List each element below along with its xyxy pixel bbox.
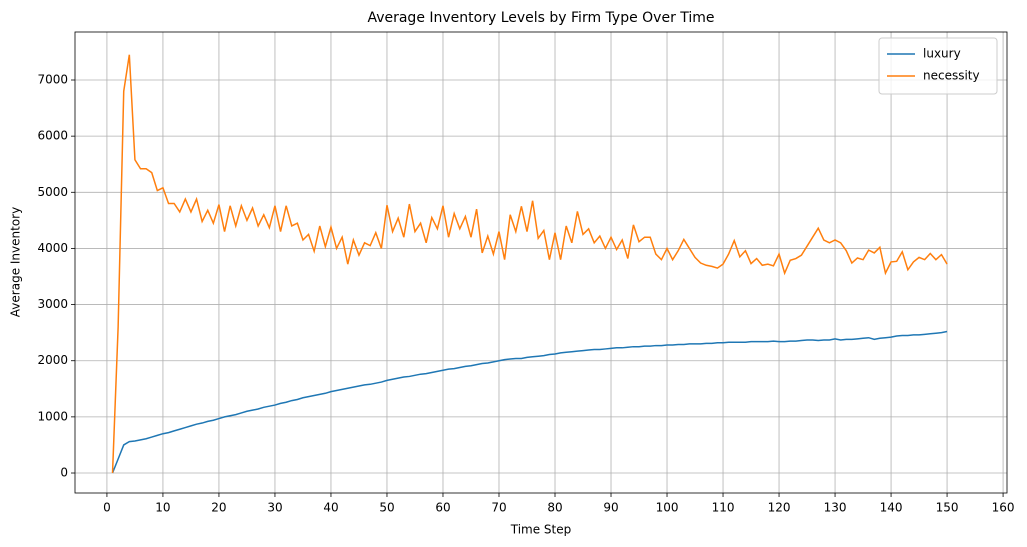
x-tick-label: 140 [880, 501, 903, 515]
y-tick-label: 5000 [37, 185, 68, 199]
y-axis-label: Average Inventory [9, 207, 23, 317]
legend-label: necessity [923, 69, 980, 83]
x-tick-label: 90 [603, 501, 618, 515]
y-tick-label: 7000 [37, 73, 68, 87]
x-tick-label: 110 [712, 501, 735, 515]
x-tick-label: 130 [824, 501, 847, 515]
x-tick-label: 30 [267, 501, 282, 515]
x-tick-label: 70 [491, 501, 506, 515]
x-tick-label: 20 [211, 501, 226, 515]
chart-title: Average Inventory Levels by Firm Type Ov… [367, 10, 714, 26]
x-tick-label: 60 [435, 501, 450, 515]
y-tick-label: 1000 [37, 409, 68, 423]
y-tick-label: 3000 [37, 297, 68, 311]
series-line [111, 330, 948, 474]
y-tick-label: 4000 [37, 241, 68, 255]
y-tick-label: 2000 [37, 353, 68, 367]
x-tick-label: 0 [103, 501, 111, 515]
x-tick-label: 150 [936, 501, 959, 515]
legend-box [878, 37, 998, 95]
x-tick-label: 40 [323, 501, 338, 515]
x-tick-label: 160 [992, 501, 1015, 515]
x-tick-label: 100 [656, 501, 679, 515]
series-line [111, 54, 948, 474]
x-tick-label: 50 [379, 501, 394, 515]
x-axis-label: Time Step [510, 523, 572, 537]
x-tick-label: 120 [768, 501, 791, 515]
x-tick-label: 80 [547, 501, 562, 515]
legend-label: luxury [923, 47, 961, 61]
plot-frame [74, 31, 1008, 494]
y-tick-label: 6000 [37, 129, 68, 143]
y-tick-label: 0 [60, 466, 68, 480]
x-tick-label: 10 [155, 501, 170, 515]
